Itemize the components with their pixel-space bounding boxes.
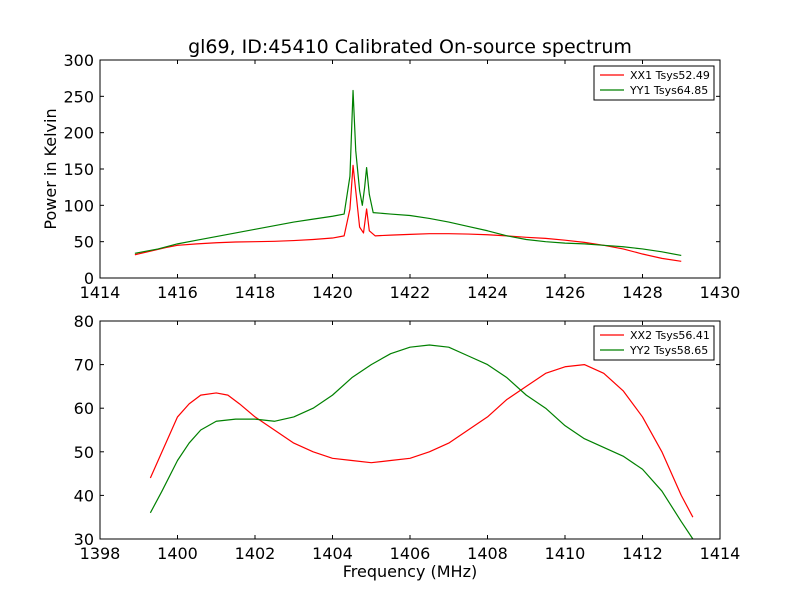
series-line-2-panel-2 [149, 344, 694, 540]
x-tick-label: 1408 [467, 544, 508, 563]
series-line-2-panel-1 [134, 89, 682, 257]
x-tick-label: 1404 [312, 544, 353, 563]
x-tick-label: 1410 [545, 544, 586, 563]
legend-label-2: YY1 Tsys64.85 [629, 84, 708, 97]
x-tick-label: 1430 [700, 283, 741, 302]
y-tick-label: 80 [74, 312, 94, 331]
y-tick-label: 50 [74, 443, 94, 462]
x-axis-label: Frequency (MHz) [343, 562, 477, 581]
y-tick-label: 200 [63, 124, 94, 143]
x-tick-label: 1406 [390, 544, 431, 563]
y-tick-label: 250 [63, 87, 94, 106]
x-tick-label: 1400 [157, 544, 198, 563]
series-line-1-panel-2 [149, 364, 694, 518]
x-tick-label: 1426 [545, 283, 586, 302]
y-tick-label: 60 [74, 399, 94, 418]
y-tick-label: 100 [63, 196, 94, 215]
x-tick-label: 1398 [80, 544, 121, 563]
legend-panel-1: XX1 Tsys52.49 YY1 Tsys64.85 [593, 65, 715, 101]
top-panel: 1414 1416 1418 1420 1422 1424 1426 1428 1430 0 50 1… [63, 51, 740, 302]
y-tick-label: 300 [63, 51, 94, 70]
series-line-1-panel-1 [134, 164, 682, 262]
top-y-axis-label: Power in Kelvin [41, 108, 60, 229]
x-tick-label: 1402 [235, 544, 276, 563]
legend-panel-2: XX2 Tsys56.41 YY2 Tsys58.65 [593, 325, 715, 361]
x-tick-label: 1424 [467, 283, 508, 302]
y-tick-label: 0 [84, 269, 94, 288]
y-tick-label: 70 [74, 356, 94, 375]
y-tick-label: 40 [74, 486, 94, 505]
legend-label-1: XX1 Tsys52.49 [630, 69, 710, 82]
x-tick-label: 1416 [157, 283, 198, 302]
legend-box [593, 325, 715, 361]
legend-box [593, 65, 715, 101]
y-tick-label: 30 [74, 530, 94, 549]
x-tick-label: 1420 [312, 283, 353, 302]
x-tick-label: 1414 [80, 283, 121, 302]
x-tick-label: 1412 [622, 544, 663, 563]
x-tick-label: 1428 [622, 283, 663, 302]
x-tick-label: 1418 [235, 283, 276, 302]
legend-label-1: XX2 Tsys56.41 [630, 329, 710, 342]
legend-label-2: YY2 Tsys58.65 [629, 344, 708, 357]
y-tick-label: 150 [63, 160, 94, 179]
chart-title: gl69, ID:45410 Calibrated On-source spec… [188, 36, 632, 58]
x-tick-label: 1414 [700, 544, 741, 563]
y-tick-label: 50 [74, 233, 94, 252]
bottom-panel: 1398 1400 1402 1404 1406 1408 1410 1412 1414 30 40… [74, 312, 741, 563]
x-tick-label: 1422 [390, 283, 431, 302]
